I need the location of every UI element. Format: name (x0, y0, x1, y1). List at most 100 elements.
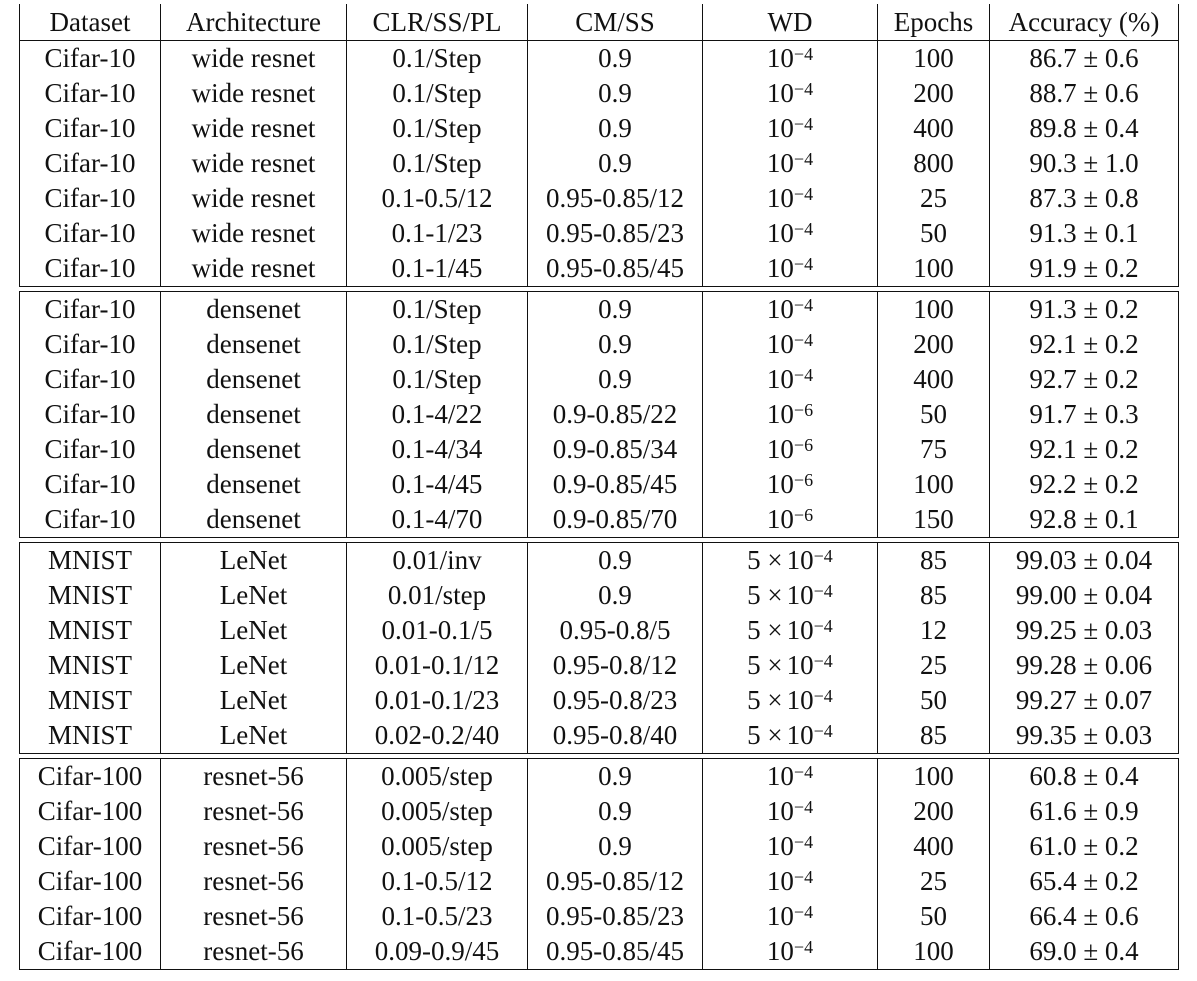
cell-epochs: 25 (877, 864, 989, 899)
wd-exponent: −4 (793, 114, 814, 134)
cell-accuracy: 99.00 ± 0.04 (989, 578, 1179, 613)
wd-exponent: −4 (793, 937, 814, 957)
wd-base: 10 (766, 113, 794, 143)
cell-clr: 0.01/inv (346, 543, 527, 578)
wd-base: 10 (766, 364, 794, 394)
cell-wd: 10 −4 (702, 327, 877, 362)
cell-epochs: 100 (877, 251, 989, 286)
cell-dataset: Cifar-100 (19, 864, 160, 899)
cell-accuracy: 66.4 ± 0.6 (989, 899, 1179, 934)
table-row: Cifar-100 resnet-56 0.09-0.9/45 0.95-0.85/4… (19, 934, 1179, 969)
cell-clr: 0.1-1/45 (346, 251, 527, 286)
cell-cm: 0.95-0.8/40 (527, 718, 702, 753)
cell-architecture: resnet-56 (160, 934, 346, 969)
cell-clr: 0.02-0.2/40 (346, 718, 527, 753)
wd-exponent: −6 (793, 435, 814, 455)
cell-dataset: Cifar-10 (19, 397, 160, 432)
header-accuracy: Accuracy (%) (989, 4, 1179, 40)
cell-architecture: resnet-56 (160, 864, 346, 899)
cell-wd: 10 −6 (702, 432, 877, 467)
cell-accuracy: 61.6 ± 0.9 (989, 794, 1179, 829)
wd-multiplier: 5 × (747, 650, 783, 680)
table-group: Cifar-100 resnet-56 0.005/step 0.9 10 −4 100 60… (19, 758, 1179, 970)
wd-multiplier: 5 × (747, 685, 783, 715)
header-wd: WD (702, 4, 877, 40)
wd-exponent: −4 (793, 254, 814, 274)
cell-architecture: resnet-56 (160, 759, 346, 794)
cell-architecture: LeNet (160, 648, 346, 683)
cell-wd: 10 −6 (702, 502, 877, 537)
cell-architecture: densenet (160, 327, 346, 362)
wd-exponent: −4 (793, 762, 814, 782)
table-row: Cifar-10 wide resnet 0.1/Step 0.9 10 −4 800 90.… (19, 146, 1179, 181)
wd-base: 10 (766, 901, 794, 931)
wd-exponent: −6 (793, 470, 814, 490)
cell-architecture: LeNet (160, 543, 346, 578)
cell-epochs: 25 (877, 181, 989, 216)
wd-exponent: −4 (813, 616, 833, 636)
cell-cm: 0.9 (527, 146, 702, 181)
cell-clr: 0.01-0.1/5 (346, 613, 527, 648)
cell-epochs: 400 (877, 362, 989, 397)
cell-epochs: 12 (877, 613, 989, 648)
cell-wd: 5 × 10 −4 (702, 578, 877, 613)
cell-dataset: MNIST (19, 613, 160, 648)
cell-cm: 0.9 (527, 543, 702, 578)
cell-wd: 5 × 10 −4 (702, 543, 877, 578)
cell-wd: 10 −4 (702, 864, 877, 899)
table-row: Cifar-10 densenet 0.1/Step 0.9 10 −4 200 92.1 ±… (19, 327, 1179, 362)
cell-architecture: densenet (160, 432, 346, 467)
wd-exponent: −4 (793, 797, 814, 817)
wd-base: 10 (766, 218, 794, 248)
cell-accuracy: 91.9 ± 0.2 (989, 251, 1179, 286)
table-row: Cifar-100 resnet-56 0.1-0.5/12 0.95-0.85/12… (19, 864, 1179, 899)
cell-clr: 0.1-0.5/23 (346, 899, 527, 934)
cell-clr: 0.005/step (346, 829, 527, 864)
cell-cm: 0.95-0.8/12 (527, 648, 702, 683)
wd-exponent: −4 (813, 651, 833, 671)
cell-clr: 0.1/Step (346, 292, 527, 327)
table-row: Cifar-10 densenet 0.1/Step 0.9 10 −4 400 92.7 ±… (19, 362, 1179, 397)
cell-wd: 10 −4 (702, 362, 877, 397)
wd-base: 10 (786, 615, 814, 645)
cell-dataset: MNIST (19, 648, 160, 683)
cell-wd: 10 −4 (702, 934, 877, 969)
cell-accuracy: 87.3 ± 0.8 (989, 181, 1179, 216)
cell-wd: 10 −4 (702, 216, 877, 251)
wd-base: 10 (766, 43, 794, 73)
table-row: MNIST LeNet 0.02-0.2/40 0.95-0.8/40 5 × 10 −4 8… (19, 718, 1179, 753)
cell-dataset: Cifar-100 (19, 759, 160, 794)
wd-exponent: −4 (813, 721, 833, 741)
cell-accuracy: 86.7 ± 0.6 (989, 41, 1179, 76)
cell-clr: 0.1/Step (346, 146, 527, 181)
cell-wd: 10 −4 (702, 759, 877, 794)
wd-base: 10 (786, 580, 814, 610)
cell-epochs: 50 (877, 397, 989, 432)
header-cm: CM/SS (527, 4, 702, 40)
cell-dataset: Cifar-10 (19, 327, 160, 362)
wd-exponent: −4 (813, 581, 833, 601)
cell-cm: 0.95-0.8/23 (527, 683, 702, 718)
cell-epochs: 85 (877, 543, 989, 578)
cell-architecture: densenet (160, 397, 346, 432)
wd-base: 10 (766, 469, 794, 499)
table-row: MNIST LeNet 0.01-0.1/12 0.95-0.8/12 5 × 10 −4 2… (19, 648, 1179, 683)
table-row: MNIST LeNet 0.01-0.1/5 0.95-0.8/5 5 × 10 −4 12 9… (19, 613, 1179, 648)
wd-exponent: −4 (793, 79, 814, 99)
table-row: Cifar-100 resnet-56 0.005/step 0.9 10 −4 200 61… (19, 794, 1179, 829)
cell-architecture: wide resnet (160, 76, 346, 111)
wd-base: 10 (786, 685, 814, 715)
cell-epochs: 800 (877, 146, 989, 181)
cell-accuracy: 99.35 ± 0.03 (989, 718, 1179, 753)
cell-cm: 0.95-0.8/5 (527, 613, 702, 648)
cell-accuracy: 60.8 ± 0.4 (989, 759, 1179, 794)
cell-dataset: Cifar-10 (19, 251, 160, 286)
table-group: Cifar-10 wide resnet 0.1/Step 0.9 10 −4 100 86.… (19, 40, 1179, 287)
cell-accuracy: 91.3 ± 0.1 (989, 216, 1179, 251)
cell-accuracy: 91.7 ± 0.3 (989, 397, 1179, 432)
cell-cm: 0.9 (527, 794, 702, 829)
cell-accuracy: 92.1 ± 0.2 (989, 432, 1179, 467)
cell-dataset: MNIST (19, 718, 160, 753)
cell-epochs: 50 (877, 899, 989, 934)
wd-exponent: −4 (793, 44, 814, 64)
